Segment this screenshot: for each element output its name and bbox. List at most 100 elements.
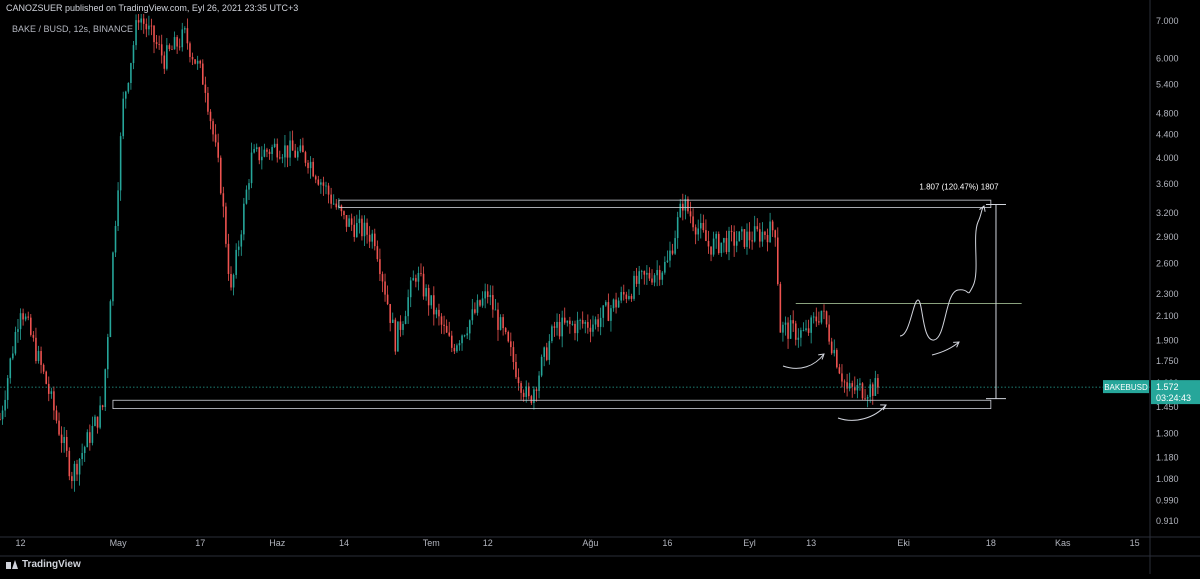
candle	[37, 345, 40, 364]
candle	[191, 52, 194, 66]
candle-body	[425, 287, 427, 297]
candle-body	[579, 320, 581, 321]
candle	[243, 197, 245, 241]
candle	[717, 231, 720, 255]
candle	[622, 284, 625, 301]
candle-body	[273, 143, 276, 148]
candle-body	[689, 211, 692, 217]
candle-body	[692, 216, 694, 228]
candle	[417, 266, 420, 291]
candle-body	[435, 309, 438, 315]
candle	[0, 412, 1, 421]
candle-body	[340, 205, 343, 212]
candle	[397, 321, 399, 352]
candle-body	[648, 272, 651, 279]
candle	[312, 158, 314, 178]
candle-body	[510, 341, 512, 348]
candle	[440, 313, 443, 334]
candle	[828, 315, 830, 345]
candle	[753, 215, 756, 243]
candle-body	[107, 337, 109, 370]
candle-body	[294, 150, 296, 158]
candle-body	[494, 309, 497, 311]
measure-label: 1.807 (120.47%) 1807	[919, 183, 999, 192]
candle	[222, 186, 225, 218]
candle-body	[771, 221, 774, 231]
candle	[81, 443, 83, 466]
candle	[327, 182, 330, 204]
price-tag-bg[interactable]	[1151, 380, 1200, 405]
resistance-zone-box[interactable]	[338, 199, 992, 208]
candle-body	[671, 250, 674, 254]
candle	[869, 378, 871, 403]
candle	[122, 91, 125, 140]
candle	[189, 41, 191, 63]
candle	[427, 284, 430, 316]
candle	[715, 231, 717, 249]
candle-body	[314, 176, 317, 180]
candle	[484, 283, 486, 309]
symbol-tag-bg[interactable]	[1103, 380, 1149, 394]
candle-body	[204, 84, 207, 93]
candle-body	[517, 377, 520, 384]
candle	[433, 286, 435, 326]
candle-body	[499, 317, 502, 330]
candle	[561, 310, 563, 348]
candle	[209, 109, 212, 130]
candle	[219, 155, 222, 195]
candle-body	[245, 189, 248, 204]
candle-body	[571, 323, 574, 325]
candle-body	[612, 299, 615, 309]
candle-body	[658, 269, 661, 280]
candle-body	[756, 226, 759, 230]
arrow-head-icon	[818, 353, 825, 360]
candle-body	[225, 206, 227, 244]
candle	[512, 341, 515, 370]
candle	[207, 87, 209, 115]
candle-body	[0, 419, 1, 420]
candle	[697, 219, 700, 241]
candle	[594, 316, 597, 330]
candle	[255, 143, 258, 152]
candle	[320, 178, 322, 194]
candle	[158, 35, 160, 50]
candle	[443, 315, 445, 335]
candle-body	[617, 300, 620, 308]
candle	[456, 343, 458, 353]
candle	[543, 346, 545, 367]
candle-body	[794, 323, 797, 340]
candle-body	[833, 349, 836, 354]
candle-body	[291, 140, 294, 151]
support-zone-box[interactable]	[112, 399, 992, 410]
candle	[784, 316, 787, 336]
candle	[86, 429, 89, 448]
candle-body	[746, 231, 748, 247]
candle	[294, 143, 296, 159]
candle-body	[769, 221, 771, 243]
candle-body	[779, 284, 782, 333]
candle-body	[646, 272, 648, 275]
candle-body	[661, 272, 664, 280]
candle-body	[651, 278, 653, 283]
tradingview-brand[interactable]: TradingView	[6, 559, 81, 570]
candle-body	[9, 358, 12, 379]
candle	[725, 230, 728, 255]
candle-body	[114, 226, 117, 253]
candle	[407, 289, 409, 324]
candle	[584, 320, 587, 334]
candle-body	[733, 231, 735, 246]
candle	[430, 295, 433, 309]
y-tick-label: 4.000	[1156, 153, 1179, 163]
y-tick-label: 1.080	[1156, 474, 1179, 484]
candle	[571, 320, 574, 326]
candle-body	[399, 321, 402, 330]
candle-body	[243, 203, 245, 235]
y-tick-label: 1.450	[1156, 402, 1179, 412]
candle	[286, 145, 289, 168]
candle-body	[81, 453, 83, 460]
candle	[669, 241, 671, 268]
candle	[391, 312, 394, 324]
candle	[76, 459, 78, 482]
candle	[63, 426, 65, 453]
